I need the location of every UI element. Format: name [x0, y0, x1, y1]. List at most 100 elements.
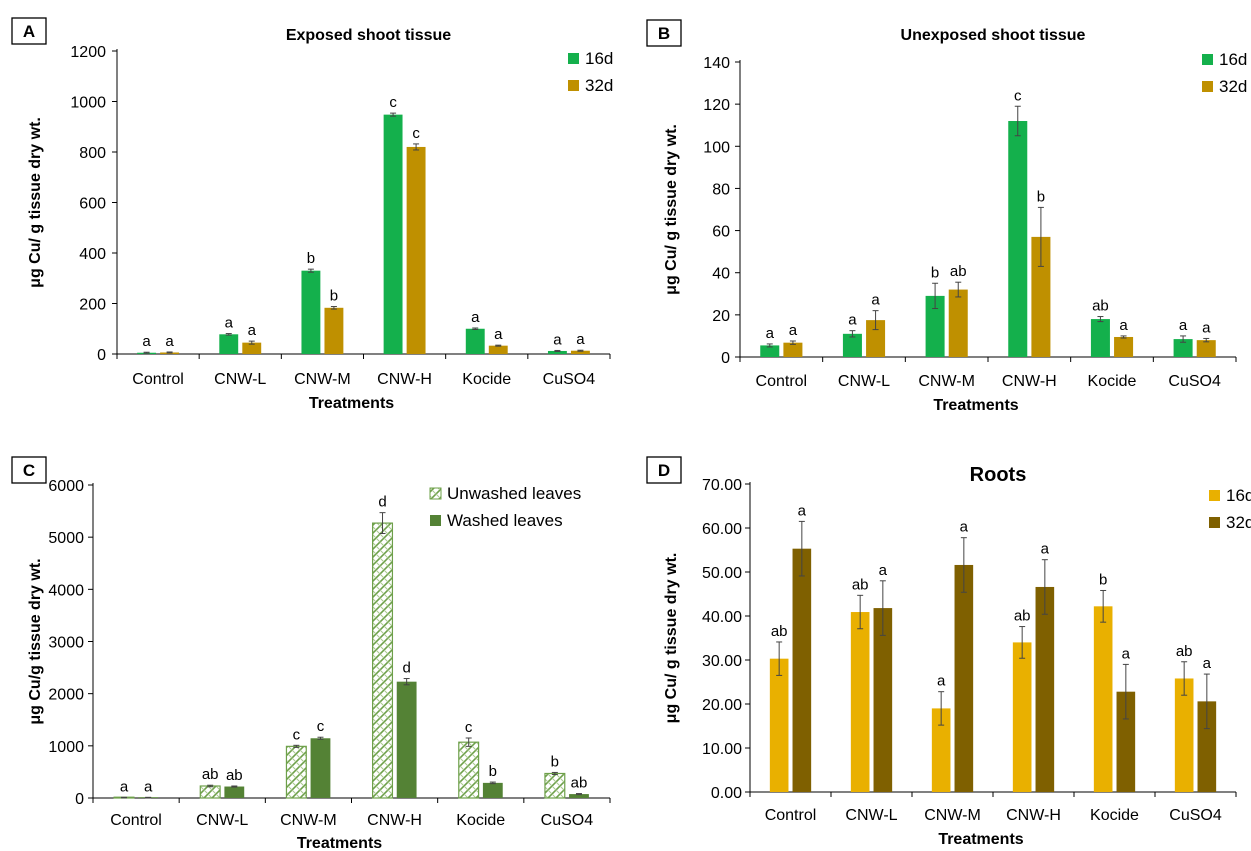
y-tick-label: 0 — [721, 350, 730, 367]
y-tick-label: 10.00 — [702, 741, 742, 758]
bar — [925, 295, 945, 357]
data-label: a — [248, 322, 257, 339]
data-label: a — [1122, 645, 1131, 662]
panel-label-box — [646, 19, 682, 47]
data-label: a — [871, 292, 880, 309]
data-label: a — [1041, 541, 1050, 558]
legend-swatch — [1209, 517, 1220, 528]
bar — [1012, 642, 1032, 792]
data-label: a — [576, 331, 585, 348]
data-label: ab — [1014, 608, 1031, 625]
x-tick-label: Control — [110, 812, 162, 829]
data-label: ab — [1092, 298, 1109, 315]
bar — [842, 333, 862, 357]
panel-label-box — [11, 456, 47, 484]
bar — [569, 794, 589, 798]
data-label: a — [960, 519, 969, 536]
x-tick-label: CuSO4 — [541, 812, 594, 829]
data-label: d — [378, 494, 386, 511]
x-tick-label: Control — [132, 371, 184, 388]
x-tick-label: CuSO4 — [1168, 373, 1221, 390]
bar — [760, 345, 780, 357]
bar — [285, 745, 307, 799]
data-label: b — [330, 288, 338, 305]
bar — [324, 307, 344, 354]
data-label: a — [142, 333, 151, 350]
bar — [1116, 691, 1136, 792]
legend-swatch — [568, 80, 579, 91]
data-label: c — [317, 718, 325, 735]
chart-panel-b: B Unexposed shoot tissue 0 20 40 60 80 100 120 14… — [646, 19, 1247, 414]
data-label: a — [789, 322, 798, 339]
bar — [199, 785, 221, 799]
legend-label: 16d — [1219, 50, 1247, 69]
data-label: c — [412, 125, 420, 142]
bar — [769, 658, 789, 792]
bar — [482, 782, 503, 798]
y-tick-label: 0 — [75, 791, 84, 808]
data-label: a — [120, 778, 129, 795]
data-label: a — [144, 778, 153, 795]
y-tick-label: 4000 — [48, 582, 84, 599]
x-tick-label: CNW-H — [1002, 373, 1057, 390]
x-tick-label: CNW-L — [838, 373, 890, 390]
chart-panel-a: A Exposed shoot tissue 0 200 400 600 800 1000 12… — [11, 17, 613, 412]
chart-panel-d: D Roots 0.00 10.00 20.00 30.00 40.00 50.00 60.00… — [646, 456, 1251, 848]
data-label: c — [389, 94, 397, 111]
chart-title: Unexposed shoot tissue — [901, 27, 1086, 44]
bar — [1173, 339, 1193, 357]
data-label: a — [1179, 317, 1188, 334]
bar — [224, 786, 245, 798]
data-label: b — [1037, 188, 1045, 205]
x-tick-label: Control — [765, 807, 817, 824]
data-label: d — [402, 660, 410, 677]
chart-panel-c: C 0 1000 2000 3000 4000 5000 6000 μg Cu/g tissue… — [11, 456, 611, 851]
bar — [1031, 236, 1051, 357]
y-tick-label: 30.00 — [702, 653, 742, 670]
y-tick-label: 0.00 — [711, 785, 742, 802]
y-axis-title: μg Cu/ g tissue dry wt. — [27, 117, 44, 288]
panel-label: D — [646, 456, 682, 484]
x-axis-title: Treatments — [933, 397, 1018, 414]
y-tick-label: 800 — [79, 145, 106, 162]
y-tick-label: 2000 — [48, 687, 84, 704]
data-label: ab — [950, 263, 967, 280]
x-tick-label: CNW-M — [918, 373, 975, 390]
panel-label-text: B — [658, 24, 670, 43]
bar — [301, 270, 321, 354]
legend-label: 32d — [1219, 77, 1247, 96]
y-tick-label: 60.00 — [702, 521, 742, 538]
legend-swatch — [1209, 490, 1220, 501]
bar — [383, 114, 403, 354]
data-label: a — [1203, 655, 1212, 672]
bar — [1174, 678, 1194, 792]
y-tick-label: 20 — [712, 308, 730, 325]
data-label: a — [798, 502, 807, 519]
data-label: a — [1119, 317, 1128, 334]
legend-label: 16d — [1226, 486, 1251, 505]
legend-swatch — [1202, 81, 1213, 92]
y-axis-title: μg Cu/ g tissue dry wt. — [663, 553, 680, 724]
bar — [873, 608, 893, 792]
bar — [948, 289, 968, 357]
data-label: ab — [202, 766, 219, 783]
data-label: a — [471, 309, 480, 326]
y-tick-label: 1000 — [48, 739, 84, 756]
x-tick-label: CNW-L — [214, 371, 266, 388]
bar — [406, 146, 426, 354]
legend-label: Unwashed leaves — [447, 484, 581, 503]
chart-title: Exposed shoot tissue — [286, 27, 451, 44]
bar — [1114, 336, 1134, 357]
data-label: b — [1099, 571, 1107, 588]
bar — [242, 342, 262, 354]
data-label: a — [766, 325, 775, 342]
bar — [219, 334, 239, 354]
y-tick-label: 120 — [703, 97, 730, 114]
bar — [372, 522, 394, 799]
y-tick-label: 50.00 — [702, 565, 742, 582]
x-axis-title: Treatments — [297, 835, 382, 851]
x-tick-label: Control — [756, 373, 808, 390]
bar — [488, 345, 508, 354]
legend-swatch — [568, 53, 579, 64]
x-tick-label: CuSO4 — [543, 371, 596, 388]
